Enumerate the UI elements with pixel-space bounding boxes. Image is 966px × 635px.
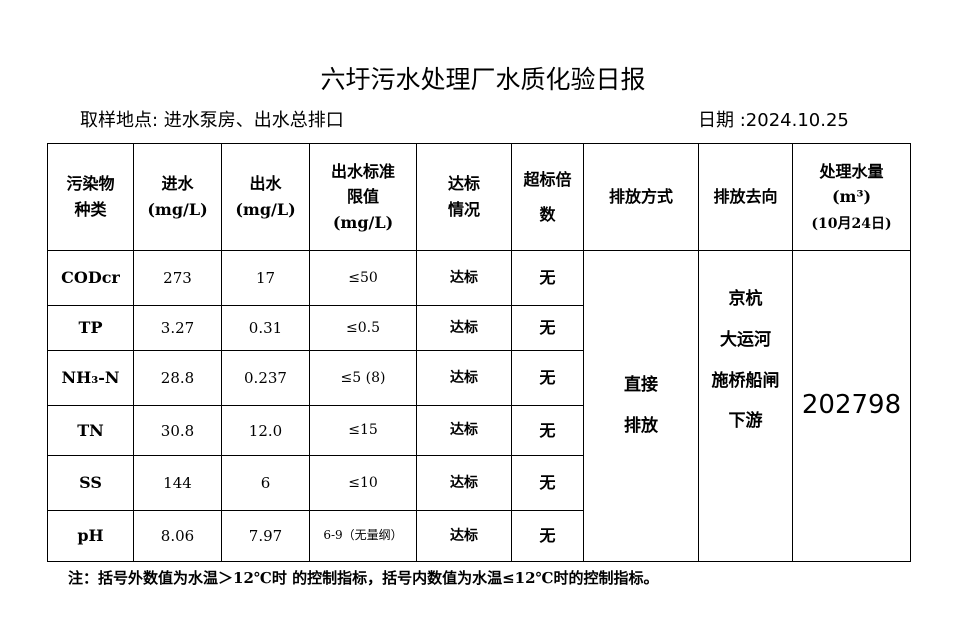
water-quality-table: 污染物 种类 进水 (mg/L) 出水 (mg/L) 出水标准 限值 (mg/L) 达标情… bbox=[47, 143, 911, 562]
footnote: 注：括号外数值为水温＞12℃时 的控制指标，括号内数值为水温≤12℃时的控制指标… bbox=[68, 569, 659, 587]
table-row: pH 8.06 7.97 6-9（无量纲） 达标 无 bbox=[47, 510, 911, 562]
header-method: 排放方式 bbox=[583, 143, 699, 251]
outflow-value: 0.31 bbox=[221, 305, 310, 351]
status-value: 达标 bbox=[416, 305, 512, 351]
pollutant-name: TN bbox=[47, 405, 134, 456]
status-value: 达标 bbox=[416, 350, 512, 406]
table-row: NH₃-N 28.8 0.237 ≤5 (8) 达标 无 bbox=[47, 350, 911, 406]
inflow-value: 3.27 bbox=[133, 305, 222, 351]
report-date: 日期 :2024.10.25 bbox=[698, 110, 849, 131]
inflow-value: 28.8 bbox=[133, 350, 222, 406]
limit-value: ≤10 bbox=[309, 455, 417, 511]
header-volume: 处理水量 (m³) (10月24日) bbox=[792, 143, 911, 251]
header-limit: 出水标准 限值 (mg/L) bbox=[309, 143, 417, 251]
exceed-value: 无 bbox=[511, 305, 584, 351]
outflow-value: 7.97 bbox=[221, 510, 310, 562]
exceed-value: 无 bbox=[511, 350, 584, 406]
table-row: TP 3.27 0.31 ≤0.5 达标 无 bbox=[47, 305, 911, 351]
treated-volume: 202798 bbox=[792, 250, 911, 562]
header-status: 达标 情况 bbox=[416, 143, 512, 251]
discharge-method: 直接 排放 bbox=[583, 250, 699, 562]
exceed-value: 无 bbox=[511, 405, 584, 456]
sampling-location: 取样地点: 进水泵房、出水总排口 bbox=[80, 110, 344, 131]
status-value: 达标 bbox=[416, 405, 512, 456]
pollutant-name: SS bbox=[47, 455, 134, 511]
table-row: SS 144 6 ≤10 达标 无 bbox=[47, 455, 911, 511]
header-inflow: 进水 (mg/L) bbox=[133, 143, 222, 251]
outflow-value: 6 bbox=[221, 455, 310, 511]
inflow-value: 144 bbox=[133, 455, 222, 511]
header-exceed: 超标倍数 bbox=[511, 143, 584, 251]
header-pollutant: 污染物 种类 bbox=[47, 143, 134, 251]
limit-value: ≤5 (8) bbox=[309, 350, 417, 406]
outflow-value: 0.237 bbox=[221, 350, 310, 406]
outflow-value: 12.0 bbox=[221, 405, 310, 456]
inflow-value: 30.8 bbox=[133, 405, 222, 456]
table-row: CODcr 273 17 ≤50 达标 无 直接 排放 京杭 大运河 施桥船闸 下游 2… bbox=[47, 250, 911, 562]
exceed-value: 无 bbox=[511, 510, 584, 562]
exceed-value: 无 bbox=[511, 455, 584, 511]
pollutant-name: NH₃-N bbox=[47, 350, 134, 406]
header-destination: 排放去向 bbox=[698, 143, 793, 251]
header-outflow: 出水 (mg/L) bbox=[221, 143, 310, 251]
status-value: 达标 bbox=[416, 455, 512, 511]
inflow-value: 8.06 bbox=[133, 510, 222, 562]
status-value: 达标 bbox=[416, 250, 512, 306]
header-row: 污染物 种类 进水 (mg/L) 出水 (mg/L) 出水标准 限值 (mg/L) 达标情… bbox=[47, 143, 911, 251]
table-row: TN 30.8 12.0 ≤15 达标 无 bbox=[47, 405, 911, 456]
limit-value: 6-9（无量纲） bbox=[309, 510, 417, 562]
pollutant-name: pH bbox=[47, 510, 134, 562]
limit-value: ≤15 bbox=[309, 405, 417, 456]
discharge-destination: 京杭 大运河 施桥船闸 下游 bbox=[698, 250, 793, 562]
limit-value: ≤50 bbox=[309, 250, 417, 306]
exceed-value: 无 bbox=[511, 250, 584, 306]
pollutant-name: CODcr bbox=[47, 250, 134, 306]
status-value: 达标 bbox=[416, 510, 512, 562]
outflow-value: 17 bbox=[221, 250, 310, 306]
report-title: 六圩污水处理厂水质化验日报 bbox=[320, 65, 646, 94]
inflow-value: 273 bbox=[133, 250, 222, 306]
limit-value: ≤0.5 bbox=[309, 305, 417, 351]
pollutant-name: TP bbox=[47, 305, 134, 351]
